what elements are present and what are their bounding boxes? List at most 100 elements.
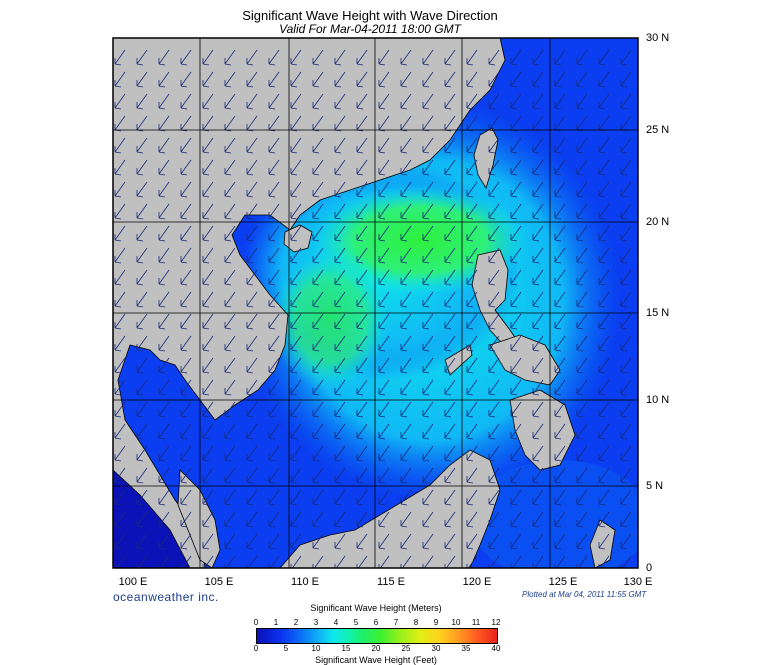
wave-arrow bbox=[246, 71, 258, 88]
wave-arrow bbox=[378, 225, 390, 242]
wave-arrow bbox=[312, 225, 324, 242]
colorbar-feet-tick: 35 bbox=[461, 644, 471, 653]
wave-arrow bbox=[180, 533, 192, 550]
wave-arrow bbox=[422, 511, 434, 528]
wave-arrow bbox=[554, 533, 566, 550]
wave-arrow bbox=[224, 533, 236, 550]
wave-arrow bbox=[180, 225, 192, 242]
wave-arrow bbox=[400, 511, 412, 528]
wave-arrow bbox=[158, 533, 170, 550]
wave-arrow bbox=[202, 269, 214, 286]
wave-arrow bbox=[202, 93, 214, 110]
wave-arrow bbox=[180, 71, 192, 88]
wave-arrow bbox=[510, 269, 522, 286]
wave-arrow bbox=[312, 203, 324, 220]
wave-arrow bbox=[422, 203, 434, 220]
wave-arrow bbox=[400, 489, 412, 506]
wave-arrow bbox=[268, 401, 280, 418]
wave-arrow bbox=[620, 423, 632, 440]
wave-arrow bbox=[620, 247, 632, 264]
wave-arrow bbox=[510, 247, 522, 264]
wave-arrow bbox=[290, 357, 302, 374]
wave-arrow bbox=[202, 357, 214, 374]
wave-arrow bbox=[114, 489, 126, 506]
wave-arrow bbox=[136, 93, 148, 110]
wave-arrow bbox=[180, 489, 192, 506]
wave-arrow bbox=[510, 203, 522, 220]
wave-arrow bbox=[180, 159, 192, 176]
lon-label-115e: 115 E bbox=[377, 576, 405, 588]
wave-arrow bbox=[598, 357, 610, 374]
wave-arrow bbox=[224, 445, 236, 462]
wave-arrow bbox=[312, 423, 324, 440]
wave-arrow bbox=[488, 489, 500, 506]
wave-arrow bbox=[136, 335, 148, 352]
wave-arrow bbox=[312, 489, 324, 506]
wave-arrow bbox=[290, 203, 302, 220]
wave-arrow bbox=[510, 137, 522, 154]
wave-arrow bbox=[224, 71, 236, 88]
wave-arrow bbox=[510, 533, 522, 550]
wave-arrow bbox=[422, 269, 434, 286]
wave-arrow bbox=[510, 467, 522, 484]
wave-arrow bbox=[268, 49, 280, 66]
wave-arrow bbox=[620, 313, 632, 330]
wave-arrow bbox=[224, 379, 236, 396]
wave-arrow bbox=[312, 511, 324, 528]
wave-arrow bbox=[136, 511, 148, 528]
wave-arrow bbox=[246, 335, 258, 352]
wave-arrow bbox=[268, 467, 280, 484]
colorbar-meters-tick: 5 bbox=[353, 618, 359, 627]
wave-arrow bbox=[114, 269, 126, 286]
wave-arrow bbox=[466, 225, 478, 242]
wave-arrow bbox=[312, 357, 324, 374]
wave-arrow bbox=[488, 357, 500, 374]
wave-arrow bbox=[532, 401, 544, 418]
wave-arrow bbox=[378, 269, 390, 286]
lat-label-0: 0 bbox=[646, 562, 653, 574]
wave-arrow bbox=[268, 93, 280, 110]
wave-arrow bbox=[444, 313, 456, 330]
wave-arrow bbox=[400, 71, 412, 88]
lat-label-15n: 15 N bbox=[646, 307, 670, 319]
wave-arrow bbox=[576, 93, 588, 110]
wave-arrow bbox=[268, 489, 280, 506]
wave-arrow bbox=[202, 489, 214, 506]
wave-arrow bbox=[620, 159, 632, 176]
wave-arrow bbox=[224, 335, 236, 352]
wave-arrow bbox=[576, 489, 588, 506]
wave-arrow bbox=[334, 489, 346, 506]
wave-arrow bbox=[136, 489, 148, 506]
wave-arrow bbox=[510, 489, 522, 506]
wave-arrow bbox=[180, 401, 192, 418]
wave-arrow bbox=[466, 489, 478, 506]
wave-arrow bbox=[224, 269, 236, 286]
colorbar-feet-tick: 30 bbox=[431, 644, 441, 653]
wave-arrow bbox=[620, 181, 632, 198]
wave-arrow bbox=[598, 489, 610, 506]
wave-arrow bbox=[488, 71, 500, 88]
wave-arrow bbox=[312, 379, 324, 396]
land-hainan bbox=[283, 224, 313, 253]
wave-arrow bbox=[290, 93, 302, 110]
wave-arrow bbox=[224, 467, 236, 484]
wave-arrow bbox=[400, 203, 412, 220]
wave-arrow bbox=[466, 203, 478, 220]
wave-arrow bbox=[488, 49, 500, 66]
wave-arrow bbox=[554, 159, 566, 176]
wave-arrow bbox=[620, 93, 632, 110]
lon-label-100e: 100 E bbox=[118, 576, 148, 588]
wave-arrow bbox=[576, 137, 588, 154]
wave-arrow bbox=[444, 269, 456, 286]
wave-arrow bbox=[422, 71, 434, 88]
wave-arrow bbox=[466, 181, 478, 198]
wave-arrow bbox=[400, 401, 412, 418]
wave-arrow bbox=[532, 423, 544, 440]
wave-arrow bbox=[510, 93, 522, 110]
wave-arrow bbox=[202, 313, 214, 330]
wave-arrow bbox=[290, 379, 302, 396]
wave-arrow bbox=[136, 71, 148, 88]
wave-arrow bbox=[268, 379, 280, 396]
wave-arrow bbox=[532, 357, 544, 374]
wave-arrow bbox=[268, 137, 280, 154]
